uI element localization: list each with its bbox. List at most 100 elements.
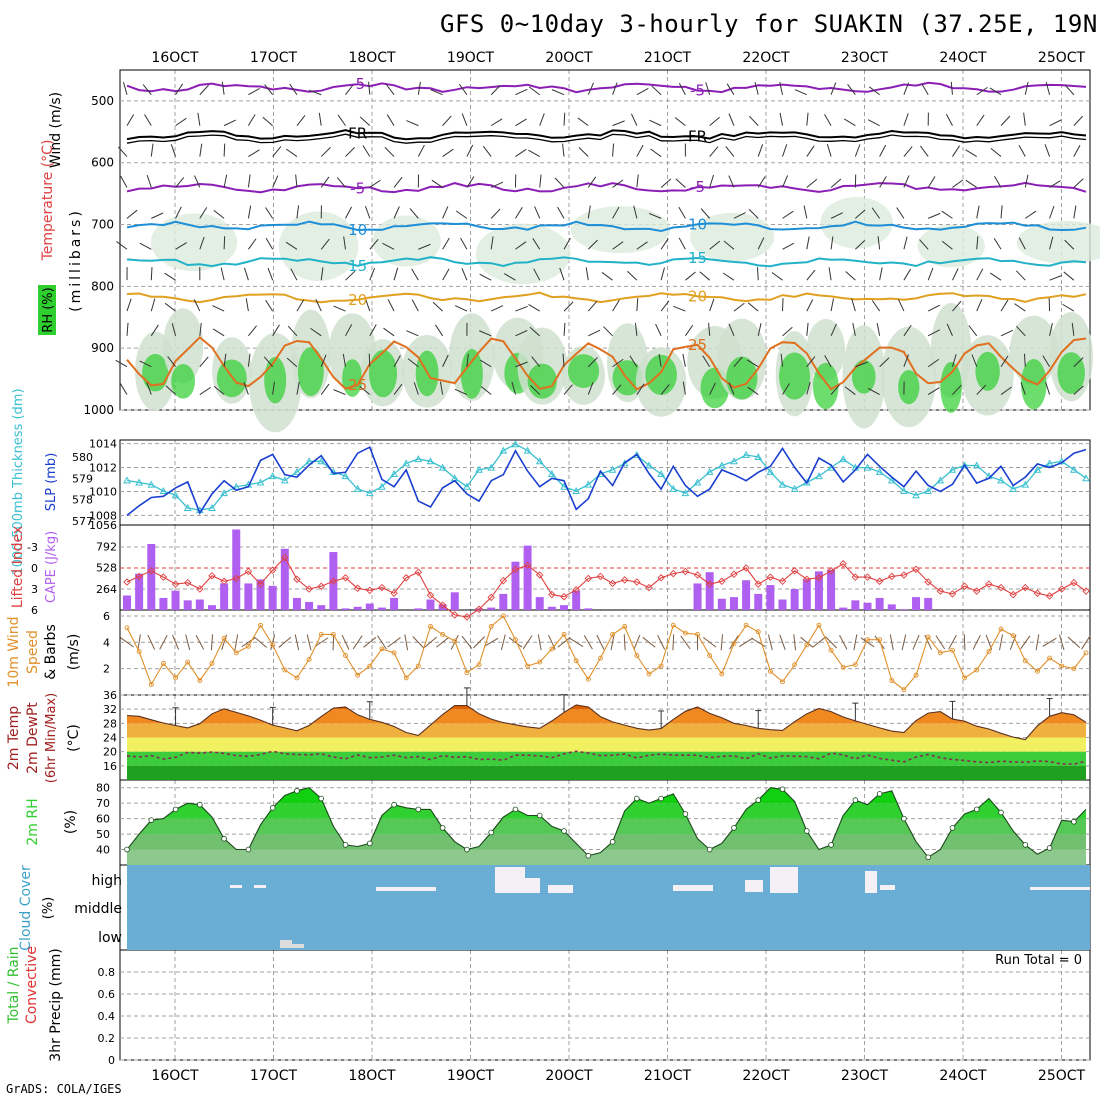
wind-barb xyxy=(1050,120,1062,126)
wind-barb xyxy=(661,268,664,281)
wind-barb xyxy=(338,115,345,126)
wind-barb xyxy=(248,239,256,250)
pressure-units-label: (millibars) xyxy=(68,208,84,312)
date-label-bottom: 21OCT xyxy=(644,1068,692,1084)
cape-bar xyxy=(293,598,301,610)
wind-barb xyxy=(528,150,539,156)
wind-barb xyxy=(952,180,963,188)
wind-barb xyxy=(224,175,227,188)
wind-barb xyxy=(176,118,187,125)
wind-barb xyxy=(807,113,808,126)
wind-barb xyxy=(388,300,394,312)
wind-barb xyxy=(1024,113,1026,126)
wind-barb xyxy=(248,115,255,126)
slp-tick-label: 1012 xyxy=(89,462,117,475)
cape-bar xyxy=(378,608,386,610)
rh-point xyxy=(659,796,664,801)
wind-barb-10m xyxy=(624,634,625,650)
rh-point xyxy=(1023,843,1028,848)
wind-barb xyxy=(1074,179,1084,188)
wind-barb xyxy=(710,175,714,187)
precip-units-label: 3hr Precip (mm) xyxy=(48,948,64,1061)
rh-shade-70 xyxy=(217,359,247,397)
rh-shade-70 xyxy=(369,350,397,397)
rh-point xyxy=(173,807,178,812)
wind-barb xyxy=(151,299,155,311)
wind-barb xyxy=(627,271,636,280)
wind-barb xyxy=(121,176,127,187)
cape-bar xyxy=(791,589,799,610)
rh-point xyxy=(853,798,858,803)
date-label-bottom: 19OCT xyxy=(447,1068,495,1084)
wind-tick-label: 6 xyxy=(103,610,110,623)
wind-barb xyxy=(897,208,904,219)
isotherm-label: -5 xyxy=(350,179,365,197)
isotherm-label: 20 xyxy=(688,287,707,305)
cloud-level-label: middle xyxy=(74,901,122,917)
cape-bar xyxy=(426,600,434,610)
rh-point xyxy=(1047,846,1052,851)
wind-barb xyxy=(365,206,369,218)
wind-barb xyxy=(483,146,491,156)
wind-barb xyxy=(515,119,526,126)
precip-convective-title: Convective xyxy=(24,946,40,1024)
cape-tick-label: 1056 xyxy=(89,519,117,532)
cloud-high-block xyxy=(525,878,540,893)
wind-barb xyxy=(991,148,1001,156)
wind-barb xyxy=(443,206,448,218)
temp-band-fill xyxy=(120,723,1090,737)
rh-tick-label: 50 xyxy=(96,828,110,841)
wind-barb xyxy=(710,147,718,157)
cape-bar xyxy=(706,572,714,610)
wind-tick-label: 2 xyxy=(103,663,110,676)
wind-barb xyxy=(676,179,686,188)
cape-bar xyxy=(803,579,811,610)
cloud-high-block xyxy=(230,885,242,888)
wind-barb xyxy=(613,144,614,157)
date-label-top: 21OCT xyxy=(644,50,692,66)
rh-point xyxy=(125,847,130,852)
wind-barb xyxy=(877,323,879,336)
cape-bar xyxy=(548,607,556,610)
date-label-bottom: 16OCT xyxy=(151,1068,199,1084)
wind-barb xyxy=(248,326,256,336)
date-label-top: 24OCT xyxy=(939,50,987,66)
date-label-top: 16OCT xyxy=(151,50,199,66)
rh-shade-70 xyxy=(898,370,919,404)
wind-barb xyxy=(248,88,259,94)
wind-barb xyxy=(394,268,398,280)
wind-barb xyxy=(807,323,808,336)
wind-barb xyxy=(346,207,352,218)
date-label-bottom: 25OCT xyxy=(1038,1068,1086,1084)
wind-barb xyxy=(245,268,249,280)
rh-point xyxy=(367,841,372,846)
cape-bar xyxy=(584,608,592,610)
wind-barb xyxy=(685,325,692,336)
cape-bar xyxy=(196,600,204,610)
cape-bar xyxy=(123,596,131,610)
wind-barb-10m xyxy=(840,635,847,649)
wind-axis-title-1: 10m Wind xyxy=(6,616,22,687)
wind-barb xyxy=(807,300,813,312)
wind-barb xyxy=(977,206,979,219)
wind-barb xyxy=(1063,304,1074,311)
wind-barb xyxy=(145,115,152,126)
rh-shade-70 xyxy=(461,349,483,399)
rh-band-fill xyxy=(120,780,1090,803)
temp-band-fill xyxy=(120,709,1090,723)
cape-bar xyxy=(572,591,580,610)
wind-barb xyxy=(1064,272,1074,280)
wind-barb xyxy=(443,116,452,126)
wind-barb-10m xyxy=(211,634,212,650)
wind-barb xyxy=(637,175,638,188)
wind-barb xyxy=(1001,116,1010,126)
wind-barb xyxy=(977,269,983,280)
wind-barb xyxy=(321,147,330,156)
temp-axis-title-1: 2m Temp xyxy=(6,706,22,770)
wind-barb xyxy=(920,146,928,156)
rh-point xyxy=(562,829,567,834)
cape-bar xyxy=(487,608,495,610)
wind-barb xyxy=(385,147,394,156)
wind-barb xyxy=(151,213,163,218)
rh-shade-70 xyxy=(264,357,286,404)
